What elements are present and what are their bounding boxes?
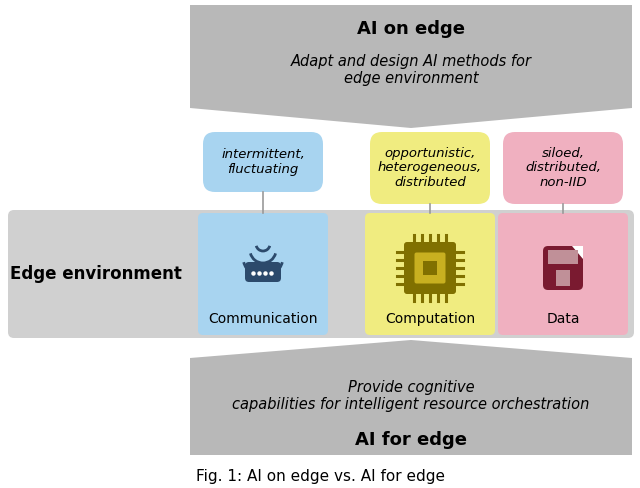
Text: AI for edge: AI for edge — [355, 431, 467, 449]
Text: Fig. 1: AI on edge vs. AI for edge: Fig. 1: AI on edge vs. AI for edge — [195, 468, 445, 484]
Polygon shape — [190, 340, 632, 455]
Text: Communication: Communication — [208, 312, 317, 326]
FancyBboxPatch shape — [423, 261, 437, 275]
Text: Edge environment: Edge environment — [10, 265, 182, 283]
Text: AI on edge: AI on edge — [357, 20, 465, 38]
FancyBboxPatch shape — [503, 132, 623, 204]
Text: Computation: Computation — [385, 312, 475, 326]
FancyBboxPatch shape — [556, 270, 570, 286]
Text: Adapt and design AI methods for
edge environment: Adapt and design AI methods for edge env… — [291, 54, 531, 86]
Polygon shape — [572, 246, 583, 259]
FancyBboxPatch shape — [543, 246, 583, 290]
Text: intermittent,
fluctuating: intermittent, fluctuating — [221, 148, 305, 176]
FancyBboxPatch shape — [548, 250, 578, 264]
FancyBboxPatch shape — [415, 252, 445, 284]
FancyBboxPatch shape — [498, 213, 628, 335]
FancyBboxPatch shape — [203, 132, 323, 192]
FancyBboxPatch shape — [404, 242, 456, 294]
Text: Data: Data — [547, 312, 580, 326]
FancyBboxPatch shape — [198, 213, 328, 335]
FancyBboxPatch shape — [245, 262, 281, 282]
Text: Provide cognitive
capabilities for intelligent resource orchestration: Provide cognitive capabilities for intel… — [232, 380, 589, 412]
FancyBboxPatch shape — [370, 132, 490, 204]
Text: opportunistic,
heterogeneous,
distributed: opportunistic, heterogeneous, distribute… — [378, 146, 482, 189]
Polygon shape — [190, 5, 632, 128]
Text: siloed,
distributed,
non-IID: siloed, distributed, non-IID — [525, 146, 601, 189]
FancyBboxPatch shape — [365, 213, 495, 335]
FancyBboxPatch shape — [8, 210, 634, 338]
